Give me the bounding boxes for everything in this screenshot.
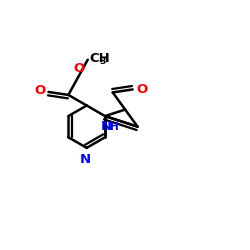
Text: O: O [34, 84, 46, 98]
Text: O: O [74, 62, 85, 75]
Text: H: H [110, 122, 119, 132]
Text: CH: CH [90, 52, 110, 65]
Text: N: N [80, 153, 91, 166]
Text: 3: 3 [100, 57, 106, 66]
Text: N: N [100, 120, 112, 133]
Text: O: O [136, 82, 147, 96]
